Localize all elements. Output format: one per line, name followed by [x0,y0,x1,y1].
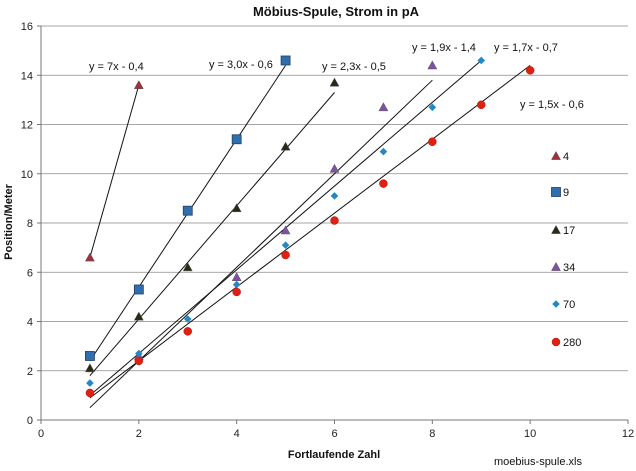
legend-marker-34 [551,261,561,271]
series-34-point-3 [280,225,291,235]
series-17-point-5 [280,141,291,151]
y-tick-label-12: 12 [21,120,33,132]
series-9-point-2 [133,284,144,295]
series-280-point-6 [330,216,339,225]
series-70-point-4 [232,280,241,289]
trendline-label-70: y = 1,7x - 0,7 [494,42,558,54]
series-280-point-4 [232,287,241,297]
series-280-point-5 [281,250,290,260]
legend-label-70: 70 [563,299,575,311]
x-tick-label-0: 0 [38,428,44,440]
legend-label-4: 4 [563,151,569,163]
series-9-point-5 [280,55,291,66]
data-points [84,55,535,398]
series-34-point-4 [329,163,340,173]
x-tick-label-6: 6 [331,428,337,440]
trendline-label-34: y = 1,9x - 1,4 [412,42,476,54]
series-70-point-6 [330,192,339,200]
trendline-4 [89,84,140,258]
legend-label-17: 17 [563,225,575,237]
trendline-label-4: y = 7x - 0,4 [89,61,144,73]
series-70-point-3 [183,315,192,323]
series-70-point-2 [135,349,143,358]
legend: 4 9 17 34 70 280 [551,150,581,349]
series-70-point-5 [281,241,290,249]
y-tick-label-2: 2 [27,366,33,378]
legend-marker-4 [551,150,561,160]
x-tick-label-10: 10 [524,428,536,440]
source-file-label: moebius-spule.xls [494,456,583,468]
trendline-label-280: y = 1,5x - 0,6 [520,99,584,111]
y-axis-label: Position/Meter [3,183,15,260]
x-tick-label-8: 8 [429,428,435,440]
y-tick-label-6: 6 [27,267,33,279]
x-tick-label-2: 2 [136,428,142,440]
series-17-point-4 [231,203,242,213]
series-280-point-7 [379,179,388,188]
series-9-point-4 [231,134,242,145]
gridlines [41,25,628,372]
legend-label-9: 9 [563,187,569,199]
series-280-point-10 [525,66,535,75]
legend-marker-280 [551,337,561,347]
x-tick-label-4: 4 [234,428,240,440]
y-tick-label-10: 10 [21,169,33,181]
series-280-point-8 [428,137,437,146]
trendline-labels: y = 7x - 0,4 y = 3,0x - 0,6 y = 2,3x - 0,5… [89,42,584,111]
series-17-point-6 [329,77,340,87]
axes: 0 2 4 6 8 10 12 0 2 4 6 8 10 12 14 16 [21,21,634,440]
series-70-point-8 [428,103,437,112]
y-tick-label-4: 4 [27,317,33,329]
series-17-point-3 [182,262,193,272]
y-tick-label-8: 8 [27,218,33,230]
legend-label-34: 34 [563,262,575,274]
x-axis-label: Fortlaufende Zahl [288,449,380,461]
legend-marker-9 [551,187,561,197]
series-4-point-1 [84,252,95,262]
series-280-point-3 [183,327,192,336]
series-70-point-7 [379,147,388,156]
series-9-point-3 [182,205,193,216]
trendline-label-17: y = 2,3x - 0,5 [322,61,386,73]
trendline-34 [89,79,433,409]
series-34-point-6 [427,60,438,70]
series-280-point-1 [85,388,95,398]
y-tick-label-14: 14 [21,70,33,82]
series-70-point-9 [477,56,486,65]
y-tick-label-16: 16 [21,21,33,33]
series-280-point-2 [134,356,144,366]
legend-marker-17 [551,224,561,234]
series-280-point-9 [477,100,486,110]
chart-title: Möbius-Spule, Strom in pA [253,4,420,19]
trendline-label-9: y = 3,0x - 0,6 [209,59,273,71]
trendline-17 [89,92,335,377]
series-17-point-1 [84,363,95,373]
series-17-point-2 [133,311,144,321]
series-34-point-5 [378,102,389,112]
legend-label-280: 280 [563,337,581,349]
series-4-point-2 [133,80,144,89]
legend-marker-70 [552,300,560,308]
trendline-280 [89,65,531,399]
series-9-point-1 [85,351,95,361]
x-tick-label-12: 12 [622,428,634,440]
series-70-point-1 [86,379,94,387]
y-tick-label-0: 0 [27,415,33,427]
